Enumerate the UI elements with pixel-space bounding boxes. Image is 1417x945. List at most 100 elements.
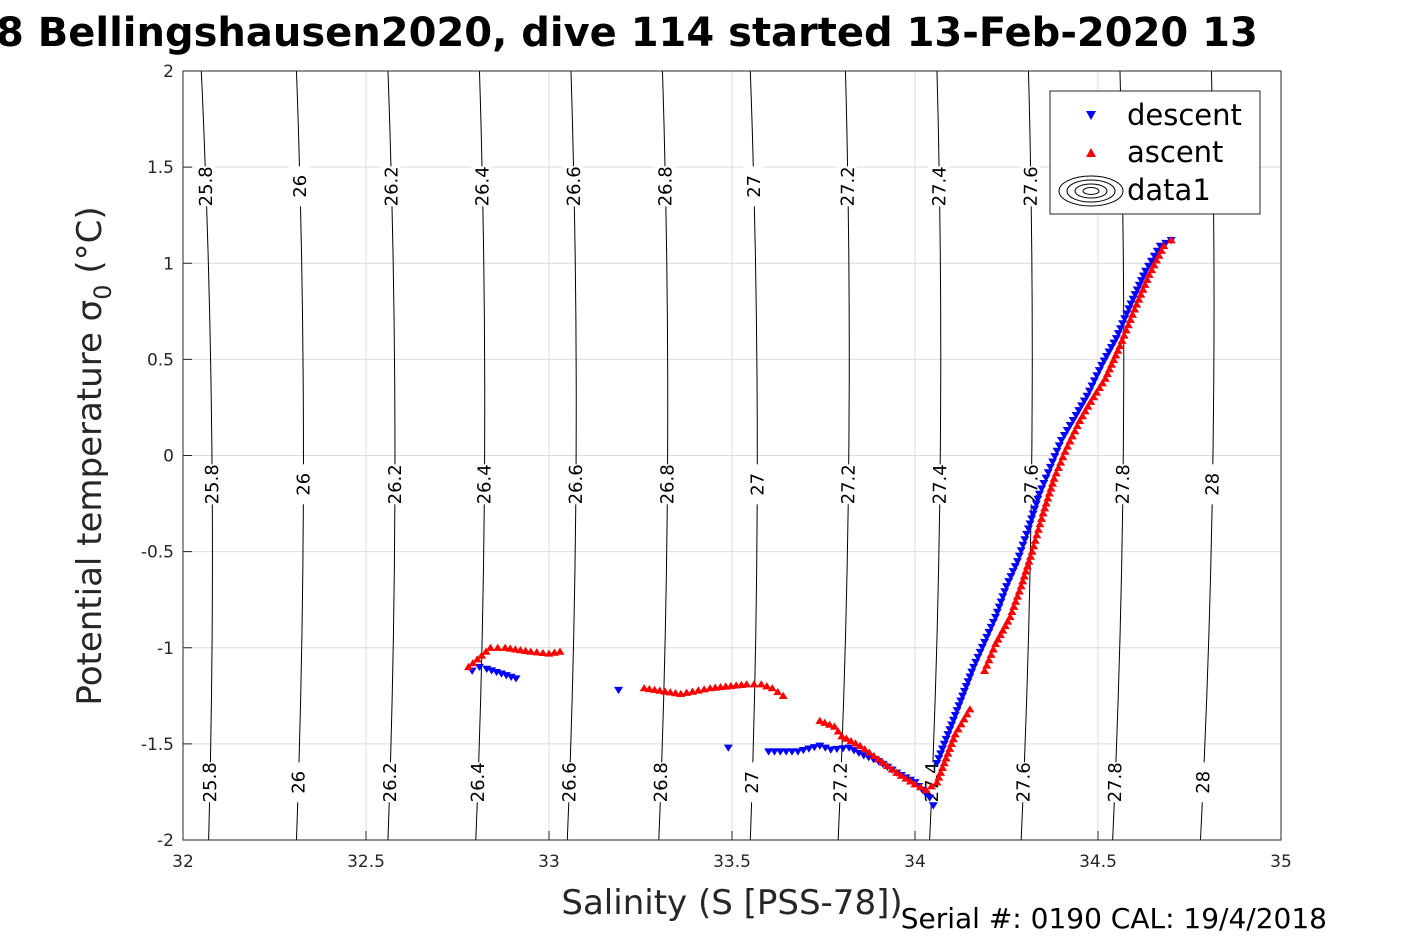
ascent-point [1072,421,1082,430]
descent-point [1146,257,1156,265]
ascent-point [926,782,936,790]
ascent-point [1130,305,1140,313]
descent-point [815,742,825,750]
ascent-point [1144,270,1154,278]
x-tick-label: 34.5 [1079,852,1117,872]
ascent-point [1037,514,1047,522]
ascent-point [1063,442,1072,450]
ascent-point [998,626,1008,634]
descent-point [781,748,791,756]
ascent-point [1067,432,1077,440]
density-contour-label-text: 27.2 [830,762,851,802]
density-contour-label-bg [742,166,763,207]
ascent-point [1024,557,1034,565]
x-tick-label: 35 [1270,852,1292,872]
descent-point [941,735,951,744]
descent-point [1016,547,1026,555]
ascent-point [855,741,865,749]
descent-point [947,721,957,729]
density-contour-label: 27.2 [829,762,852,802]
density-contour-label-bg [564,464,586,505]
descent-point [991,613,1001,622]
descent-point [775,748,785,756]
ascent-point [1030,536,1040,544]
density-contour-label-bg [1019,166,1041,207]
density-contour-label-text: 26.6 [559,762,580,802]
density-contour-label-bg [1103,762,1125,803]
descent-point [956,697,966,705]
descent-point [1045,463,1055,472]
ascent-point [864,748,874,756]
ascent-point [910,780,920,788]
ascent-point [1070,427,1080,435]
ascent-point [1166,236,1176,244]
ascent-point [1040,504,1050,512]
ascent-point [851,739,861,747]
ascent-point [1089,393,1099,401]
density-contour-label-bg [1201,464,1222,505]
descent-point [965,673,975,681]
ascent-point [555,647,565,655]
ascent-point [1026,552,1036,560]
descent-point [764,748,774,756]
density-contour-label-bg [473,464,494,505]
descent-point [769,748,779,756]
ascent-point [991,639,1001,648]
descent-point [1014,552,1024,560]
ascent-point [887,765,897,773]
ascent-point [901,774,911,782]
descent-point [1050,453,1060,461]
ascent-point [825,720,835,728]
density-contour-label-bg [471,166,492,207]
density-contour-label-bg [466,762,488,803]
ascent-point [932,778,942,786]
ascent-point [1083,402,1093,410]
ascent-point [1032,531,1042,539]
density-contour-label: 28 [1201,464,1224,505]
density-contour-label-text: 27.6 [1013,762,1034,802]
ascent-point [1119,331,1129,339]
ascent-point [485,643,495,651]
x-tick-label: 32.5 [347,852,385,872]
density-contour-label: 26.2 [383,464,406,504]
ascent-point [937,763,947,772]
density-contour-label-text: 26 [290,175,311,198]
ascent-point [892,768,902,776]
ascent-point [481,647,491,655]
descent-point [1062,426,1072,435]
ascent-point [829,722,839,730]
y-tick-label: 1.5 [147,158,174,178]
density-contour-label: 27.4 [928,166,951,206]
ascent-point [1046,484,1056,492]
descent-point [1077,402,1087,410]
ascent-point [1142,275,1152,283]
density-contour-label-bg [1020,464,1041,505]
ascent-point [956,720,966,728]
ascent-point [1021,567,1031,575]
density-contour-label: 26.6 [558,762,581,802]
ascent-point [1086,397,1096,405]
ascent-point [986,650,996,658]
descent-point [1039,480,1049,488]
descent-point [864,754,874,762]
ascent-point [1049,474,1059,482]
density-contour-label: 25.8 [194,166,217,206]
descent-point [937,745,947,753]
density-contour-label-text: 26 [293,473,314,496]
descent-point [958,692,968,700]
ascent-point [941,754,951,762]
ascent-point [1100,374,1110,382]
ascent-point [1005,612,1015,621]
x-tick-label: 32 [172,852,194,872]
ascent-point [873,755,883,763]
density-contour-label: 25.8 [198,762,221,802]
descent-point [511,675,521,683]
descent-point [1041,474,1051,482]
ascent-point [1123,320,1133,329]
density-contour-label: 27.2 [836,166,859,206]
descent-point [950,711,960,720]
density-contour-label-bg [741,762,762,803]
ascent-point [1138,285,1148,293]
density-contour-label-text: 28 [1202,473,1223,496]
ascent-point [493,643,503,651]
